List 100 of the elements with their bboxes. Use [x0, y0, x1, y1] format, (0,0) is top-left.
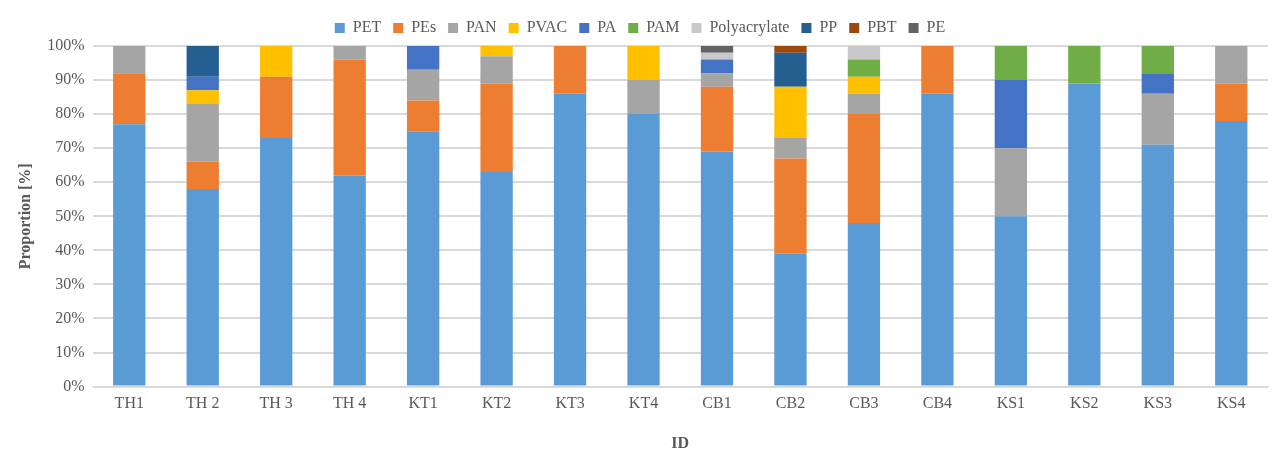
bar: [553, 93, 587, 386]
bar: [113, 73, 146, 125]
legend-label: PE: [926, 18, 946, 36]
bar: [1141, 93, 1174, 145]
bar: [774, 253, 807, 386]
y-tick-label: 90%: [55, 70, 85, 88]
bar: [480, 56, 513, 84]
y-tick-label: 80%: [55, 104, 85, 122]
bar: [480, 46, 513, 57]
bar: [406, 69, 440, 101]
bar: [847, 59, 881, 77]
bar: [847, 93, 881, 115]
bar: [774, 137, 807, 159]
legend-label: PAN: [466, 18, 498, 36]
bar: [333, 175, 366, 386]
y-axis-title: Proportion [%]: [15, 163, 34, 270]
bar: [921, 46, 954, 94]
bar: [1215, 46, 1248, 84]
bar: [847, 223, 881, 386]
bar: [774, 158, 807, 254]
y-tick-label: 10%: [55, 342, 85, 360]
bar: [994, 46, 1028, 81]
bar: [994, 80, 1028, 149]
legend-label: PP: [819, 18, 838, 36]
bar: [700, 151, 734, 386]
y-tick-label: 30%: [55, 274, 85, 292]
bar: [480, 172, 513, 386]
bar: [406, 100, 440, 132]
bar: [333, 59, 366, 176]
x-tick-label: KS2: [1070, 394, 1099, 412]
x-tick-label: KT3: [555, 394, 585, 412]
legend-label: PA: [597, 18, 617, 36]
legend-label: PVAC: [526, 18, 568, 36]
bar: [921, 93, 954, 386]
bar: [406, 131, 440, 386]
bar: [1141, 144, 1174, 386]
bar: [700, 86, 734, 152]
x-tick-label: TH1: [114, 394, 144, 412]
bar: [627, 80, 660, 115]
y-tick-label: 70%: [55, 138, 85, 156]
x-axis-title: ID: [671, 433, 690, 451]
bar: [774, 86, 807, 138]
bar: [847, 114, 881, 224]
bar: [260, 46, 293, 77]
bar: [186, 161, 219, 190]
x-tick-label: CB4: [922, 394, 953, 412]
bar: [1068, 83, 1101, 386]
bar: [700, 59, 734, 74]
y-tick-label: 50%: [55, 206, 85, 224]
bar: [186, 103, 219, 162]
bar: [333, 46, 366, 60]
bar: [260, 76, 293, 138]
x-tick-label: TH 2: [186, 394, 220, 412]
y-tick-label: 40%: [55, 240, 85, 258]
bar: [847, 46, 881, 60]
bar: [1141, 46, 1174, 74]
bar: [406, 46, 440, 70]
x-tick-label: CB1: [702, 394, 732, 412]
legend-label: PAM: [646, 18, 680, 36]
legend-label: PET: [352, 18, 382, 36]
bar: [627, 114, 660, 386]
y-tick-label: 60%: [55, 172, 85, 190]
bar: [186, 189, 219, 386]
x-tick-label: TH 3: [259, 394, 293, 412]
x-tick-label: KS3: [1143, 394, 1173, 412]
legend-label: PEs: [411, 18, 437, 36]
y-tick-label: 100%: [47, 36, 85, 54]
legend-label: Polyacrylate: [709, 18, 790, 37]
y-tick-label: 0%: [63, 376, 85, 394]
bar: [994, 148, 1028, 217]
bar: [1215, 83, 1248, 121]
x-tick-label: KS4: [1217, 394, 1246, 412]
bar: [186, 76, 219, 91]
bar: [480, 83, 513, 173]
bar: [774, 46, 807, 53]
x-tick-label: CB2: [775, 394, 806, 412]
bar: [553, 46, 587, 94]
bar: [627, 46, 660, 81]
bar: [186, 90, 219, 104]
x-tick-label: KT2: [481, 394, 512, 412]
bar: [260, 137, 293, 386]
bar: [113, 46, 146, 74]
x-tick-label: KT1: [408, 394, 438, 412]
bar: [186, 46, 219, 77]
bar: [700, 73, 734, 87]
x-tick-label: CB3: [849, 394, 879, 412]
bar: [700, 46, 734, 53]
bar: [994, 216, 1028, 386]
bar: [1215, 120, 1248, 386]
bar: [113, 124, 146, 386]
bar: [700, 52, 734, 60]
x-tick-label: KT4: [628, 394, 659, 412]
y-tick-label: 20%: [55, 308, 85, 326]
bar: [774, 52, 807, 87]
bar: [1068, 46, 1101, 84]
bar: [1141, 73, 1174, 94]
x-tick-label: KS1: [996, 394, 1026, 412]
legend-label: PBT: [867, 18, 897, 36]
bar: [847, 76, 881, 94]
x-tick-label: TH 4: [333, 394, 367, 412]
